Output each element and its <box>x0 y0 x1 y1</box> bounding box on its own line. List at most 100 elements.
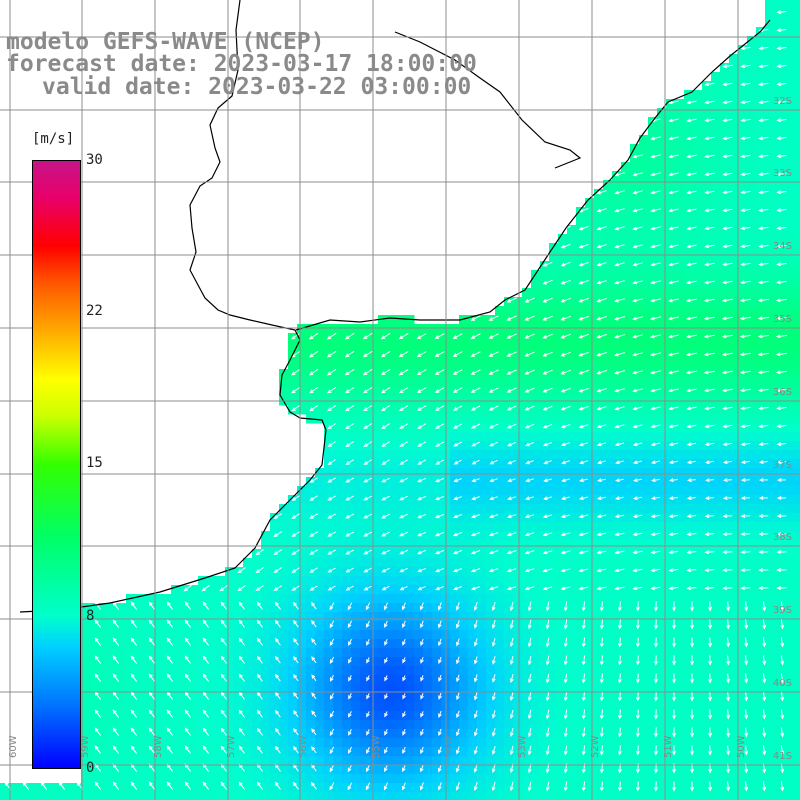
wind-speed-cell <box>495 495 505 505</box>
wind-arrow <box>381 531 391 537</box>
wind-speed-cell <box>63 783 73 793</box>
wind-speed-cell <box>405 360 415 370</box>
wind-speed-cell <box>585 702 595 712</box>
wind-speed-cell <box>414 504 424 514</box>
wind-speed-cell <box>693 621 703 631</box>
wind-speed-cell <box>189 666 199 676</box>
wind-speed-cell <box>270 594 280 604</box>
wind-arrow <box>740 442 751 447</box>
wind-arrow <box>399 513 409 519</box>
wind-speed-cell <box>171 720 181 730</box>
wind-speed-cell <box>495 333 505 343</box>
wind-speed-cell <box>153 675 163 685</box>
wind-speed-cell <box>792 288 800 298</box>
wind-speed-cell <box>675 414 685 424</box>
wind-speed-cell <box>540 729 550 739</box>
wind-arrow <box>184 637 192 646</box>
wind-speed-cell <box>234 693 244 703</box>
wind-arrow <box>762 601 767 612</box>
wind-speed-cell <box>558 252 568 262</box>
wind-speed-cell <box>396 774 406 784</box>
wind-speed-cell <box>612 324 622 334</box>
wind-arrow <box>776 190 787 195</box>
wind-speed-cell <box>324 738 334 748</box>
wind-speed-cell <box>747 234 757 244</box>
wind-speed-cell <box>387 702 397 712</box>
wind-speed-cell <box>432 738 442 748</box>
wind-speed-cell <box>639 774 649 784</box>
wind-speed-cell <box>657 783 667 793</box>
wind-speed-cell <box>684 639 694 649</box>
wind-speed-cell <box>729 747 739 757</box>
wind-speed-cell <box>621 216 631 226</box>
wind-arrow <box>308 350 319 358</box>
wind-speed-cell <box>198 648 208 658</box>
wind-arrow <box>722 550 733 555</box>
wind-speed-cell <box>315 783 325 793</box>
wind-speed-cell <box>495 360 505 370</box>
wind-speed-cell <box>711 468 721 478</box>
wind-speed-cell <box>297 774 307 784</box>
wind-speed-cell <box>513 342 523 352</box>
wind-speed-cell <box>324 729 334 739</box>
wind-speed-cell <box>675 630 685 640</box>
wind-speed-cell <box>693 414 703 424</box>
wind-speed-cell <box>756 666 766 676</box>
wind-speed-cell <box>405 612 415 622</box>
wind-speed-cell <box>189 702 199 712</box>
wind-speed-cell <box>729 306 739 316</box>
wind-speed-cell <box>288 657 298 667</box>
wind-speed-cell <box>774 216 784 226</box>
wind-speed-cell <box>531 423 541 433</box>
wind-speed-cell <box>135 765 145 775</box>
wind-speed-cell <box>351 711 361 721</box>
wind-speed-cell <box>513 594 523 604</box>
wind-speed-cell <box>288 693 298 703</box>
wind-speed-cell <box>306 486 316 496</box>
wind-speed-cell <box>729 297 739 307</box>
wind-speed-cell <box>117 747 127 757</box>
wind-arrow <box>775 316 788 321</box>
wind-speed-cell <box>756 153 766 163</box>
wind-speed-cell <box>684 450 694 460</box>
wind-speed-cell <box>666 693 676 703</box>
wind-speed-cell <box>189 765 199 775</box>
wind-speed-cell <box>684 621 694 631</box>
wind-arrow <box>488 405 499 411</box>
wind-arrow <box>632 514 643 519</box>
wind-arrow <box>560 261 571 267</box>
wind-speed-cell <box>423 450 433 460</box>
wind-speed-cell <box>288 342 298 352</box>
wind-speed-cell <box>792 90 800 100</box>
wind-speed-cell <box>630 675 640 685</box>
wind-arrow <box>596 514 607 519</box>
wind-arrow <box>542 586 553 591</box>
wind-arrow <box>471 459 480 465</box>
wind-arrow <box>596 424 607 429</box>
wind-speed-cell <box>378 747 388 757</box>
wind-arrow <box>363 567 372 573</box>
wind-speed-cell <box>747 288 757 298</box>
wind-speed-cell <box>216 702 226 712</box>
wind-arrow <box>560 279 571 285</box>
wind-arrow <box>690 637 694 648</box>
wind-speed-cell <box>351 468 361 478</box>
wind-arrow <box>399 477 409 483</box>
wind-speed-cell <box>81 639 91 649</box>
wind-speed-cell <box>729 792 739 800</box>
wind-speed-cell <box>306 693 316 703</box>
wind-speed-cell <box>207 576 217 586</box>
wind-speed-cell <box>675 180 685 190</box>
wind-speed-cell <box>378 432 388 442</box>
wind-speed-cell <box>459 756 469 766</box>
wind-speed-cell <box>792 423 800 433</box>
wind-speed-cell <box>405 342 415 352</box>
wind-speed-cell <box>297 621 307 631</box>
wind-speed-cell <box>378 324 388 334</box>
wind-speed-cell <box>468 783 478 793</box>
wind-speed-cell <box>477 360 487 370</box>
wind-speed-cell <box>351 585 361 595</box>
wind-speed-cell <box>585 558 595 568</box>
wind-speed-cell <box>558 468 568 478</box>
wind-speed-cell <box>675 531 685 541</box>
